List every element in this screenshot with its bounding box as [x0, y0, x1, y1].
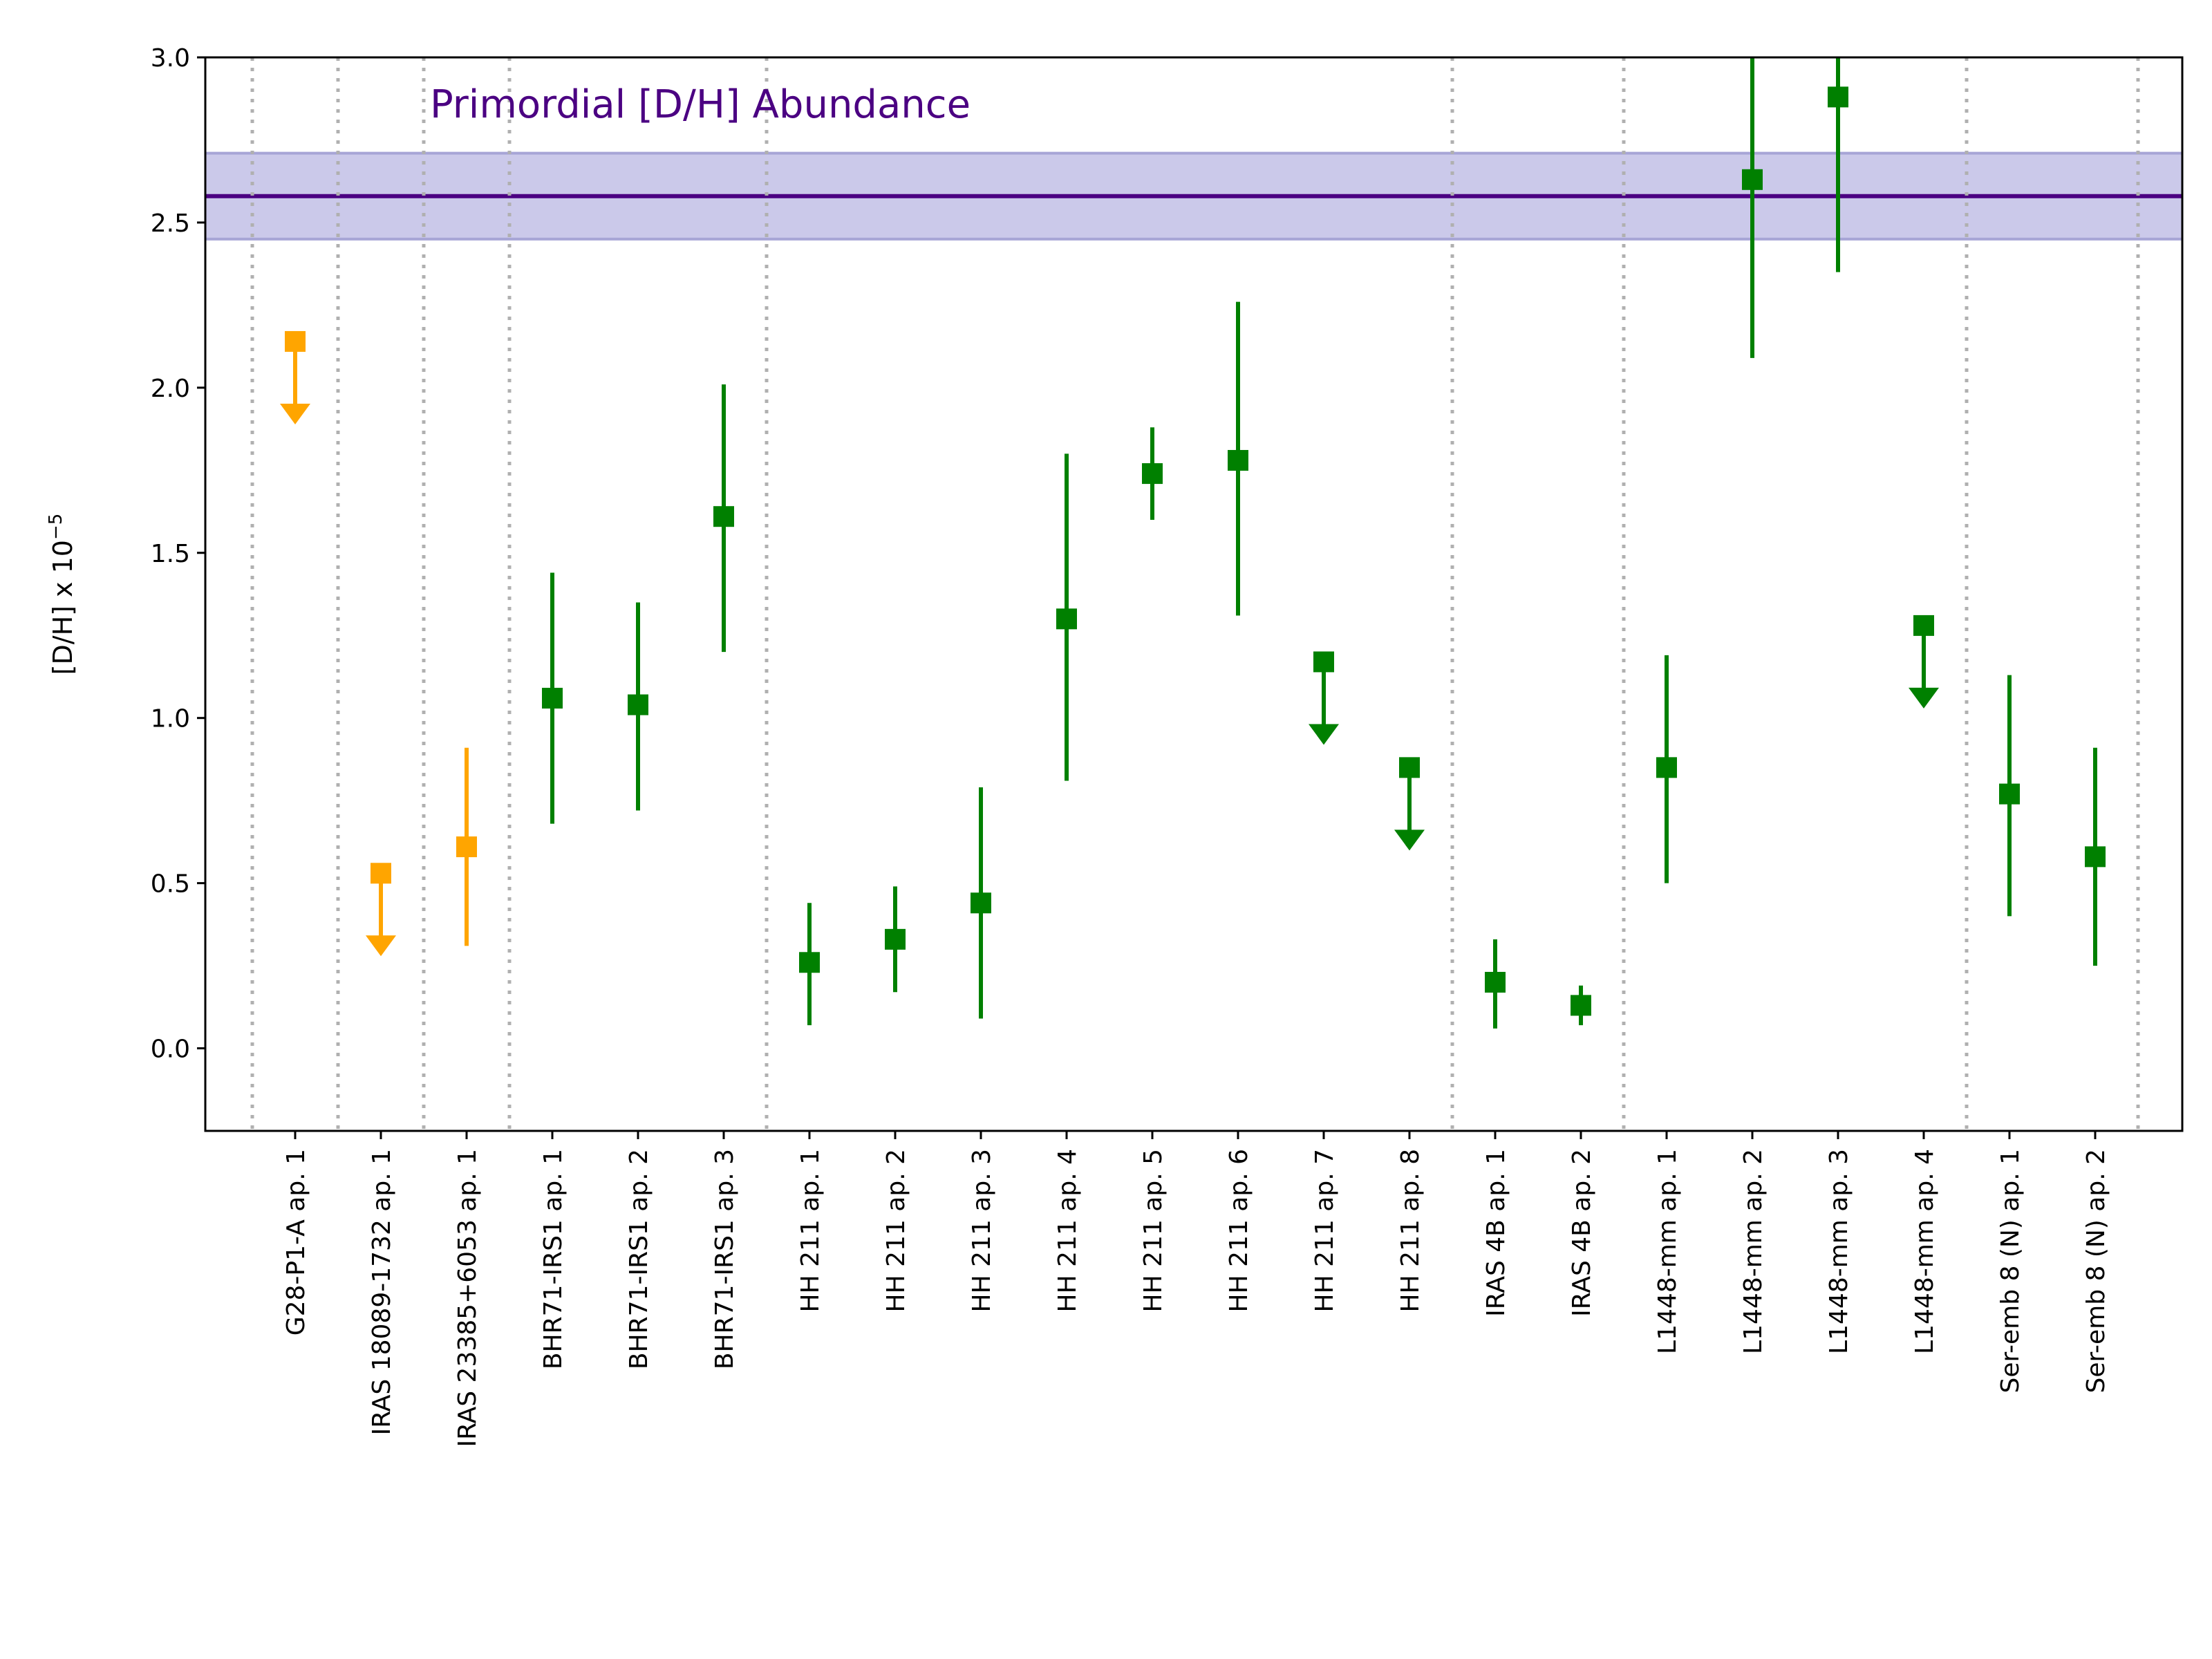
upper-limit-arrow-head [1394, 830, 1425, 851]
data-point [1056, 453, 1077, 781]
marker-square [799, 952, 820, 973]
x-tick-label: BHR71-IRS1 ap. 2 [625, 1149, 653, 1369]
marker-square [713, 506, 734, 527]
marker-square [1999, 783, 2020, 805]
plot-frame [204, 56, 2184, 1132]
data-point [1828, 57, 1848, 272]
upper-limit-arrow-head [280, 403, 310, 424]
marker-square [542, 688, 563, 709]
data-point [885, 886, 906, 993]
x-tick-label: L1448-mm ap. 3 [1825, 1149, 1853, 1354]
marker-square [1742, 169, 1763, 190]
marker-square [2085, 846, 2106, 868]
svg-text:[D/H] x 10−5: [D/H] x 10−5 [46, 514, 78, 675]
x-tick-label: IRAS 4B ap. 2 [1568, 1149, 1596, 1317]
x-tick-label: IRAS 23385+6053 ap. 1 [453, 1149, 482, 1447]
marker-square [628, 694, 648, 715]
y-tick-label: 0.0 [151, 1035, 190, 1064]
y-tick-label: 2.0 [151, 375, 190, 403]
y-axis-title: [D/H] x 10−5 [46, 514, 78, 675]
data-point [542, 572, 563, 824]
y-tick-label: 0.5 [151, 870, 190, 899]
x-tick-label: HH 211 ap. 1 [796, 1149, 825, 1312]
data-point [1571, 985, 1591, 1026]
x-tick-label: Ser-emb 8 (N) ap. 2 [2082, 1149, 2110, 1394]
x-tick-label: IRAS 18089-1732 ap. 1 [368, 1149, 396, 1435]
x-tick-label: HH 211 ap. 2 [882, 1149, 910, 1312]
data-point [1394, 757, 1425, 851]
y-tick-label: 1.0 [151, 705, 190, 733]
marker-square [1399, 757, 1420, 778]
x-tick-label: HH 211 ap. 4 [1053, 1149, 1082, 1312]
data-points-layer [280, 57, 2106, 1029]
x-tick-label: HH 211 ap. 8 [1396, 1149, 1425, 1312]
x-tick-label: BHR71-IRS1 ap. 3 [711, 1149, 739, 1369]
marker-square [1228, 449, 1248, 471]
data-point [971, 787, 991, 1019]
upper-limit-arrow-head [366, 935, 396, 957]
x-tick-label: HH 211 ap. 7 [1311, 1149, 1339, 1312]
marker-square [1485, 971, 1506, 993]
data-point [1656, 655, 1677, 883]
upper-limit-arrow-head [1309, 724, 1339, 745]
data-point [1142, 427, 1163, 520]
data-point [280, 330, 310, 424]
marker-square [1313, 651, 1334, 673]
marker-square [456, 836, 477, 858]
x-tick-label: L1448-mm ap. 1 [1653, 1149, 1682, 1354]
data-point [1999, 675, 2020, 917]
data-point [366, 863, 396, 957]
y-tick-label: 2.5 [151, 209, 190, 238]
primordial-band-layer [205, 151, 2182, 241]
marker-square [1142, 463, 1163, 485]
x-tick-label: HH 211 ap. 3 [968, 1149, 996, 1312]
separator-layer [250, 57, 2140, 1131]
data-point [713, 384, 734, 653]
x-tick-label: L1448-mm ap. 2 [1739, 1149, 1768, 1354]
y-axis-title-text: [D/H] x 10 [48, 540, 78, 675]
y-tick-label: 1.5 [151, 540, 190, 568]
x-tick-label: HH 211 ap. 6 [1225, 1149, 1253, 1312]
marker-square [1656, 757, 1677, 778]
data-point [1228, 301, 1248, 616]
y-tick-label: 3.0 [151, 44, 190, 73]
axes-layer: 0.0 0.5 1.0 1.5 2.0 2.5 3.0 G28-P1-A ap. 1 IRAS … [151, 44, 2184, 1447]
x-tick-label: HH 211 ap. 5 [1139, 1149, 1168, 1312]
data-point [1742, 57, 1763, 358]
marker-square [885, 928, 906, 950]
marker-square [1828, 86, 1848, 108]
x-tick-label: IRAS 4B ap. 1 [1482, 1149, 1510, 1317]
marker-square [371, 863, 391, 884]
band-label: Primordial [D/H] Abundance [430, 82, 971, 127]
data-point [456, 747, 477, 946]
marker-square [1571, 995, 1591, 1016]
data-point [1909, 615, 1939, 709]
data-point [2085, 747, 2106, 966]
upper-limit-arrow-head [1909, 687, 1939, 709]
data-point [628, 602, 648, 811]
marker-square [1056, 608, 1077, 630]
x-tick-label: G28-P1-A ap. 1 [282, 1149, 310, 1335]
y-axis-title-exponent: −5 [46, 514, 66, 540]
marker-square [285, 330, 306, 352]
marker-square [971, 892, 991, 914]
data-point [1485, 939, 1506, 1029]
x-tick-label: BHR71-IRS1 ap. 1 [539, 1149, 568, 1369]
marker-square [1913, 615, 1934, 636]
data-point [1309, 651, 1339, 745]
data-point [799, 903, 820, 1026]
x-tick-label: Ser-emb 8 (N) ap. 1 [1996, 1149, 2025, 1394]
x-tick-label: L1448-mm ap. 4 [1911, 1149, 1939, 1354]
